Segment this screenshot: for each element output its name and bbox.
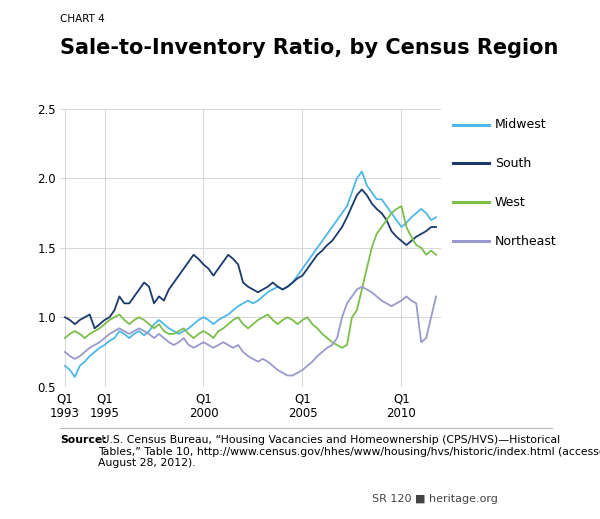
Text: U.S. Census Bureau, “Housing Vacancies and Homeownership (CPS/HVS)—Historical
Ta: U.S. Census Bureau, “Housing Vacancies a… [98,435,600,468]
Text: Sale-to-Inventory Ratio, by Census Region: Sale-to-Inventory Ratio, by Census Regio… [60,38,559,59]
Text: Source:: Source: [60,435,107,445]
Text: Midwest: Midwest [495,118,547,131]
Text: ■ heritage.org: ■ heritage.org [415,495,498,504]
Text: West: West [495,196,526,209]
Text: South: South [495,157,531,170]
Text: SR 120: SR 120 [371,495,411,504]
Text: CHART 4: CHART 4 [60,14,105,24]
Text: Northeast: Northeast [495,235,557,248]
